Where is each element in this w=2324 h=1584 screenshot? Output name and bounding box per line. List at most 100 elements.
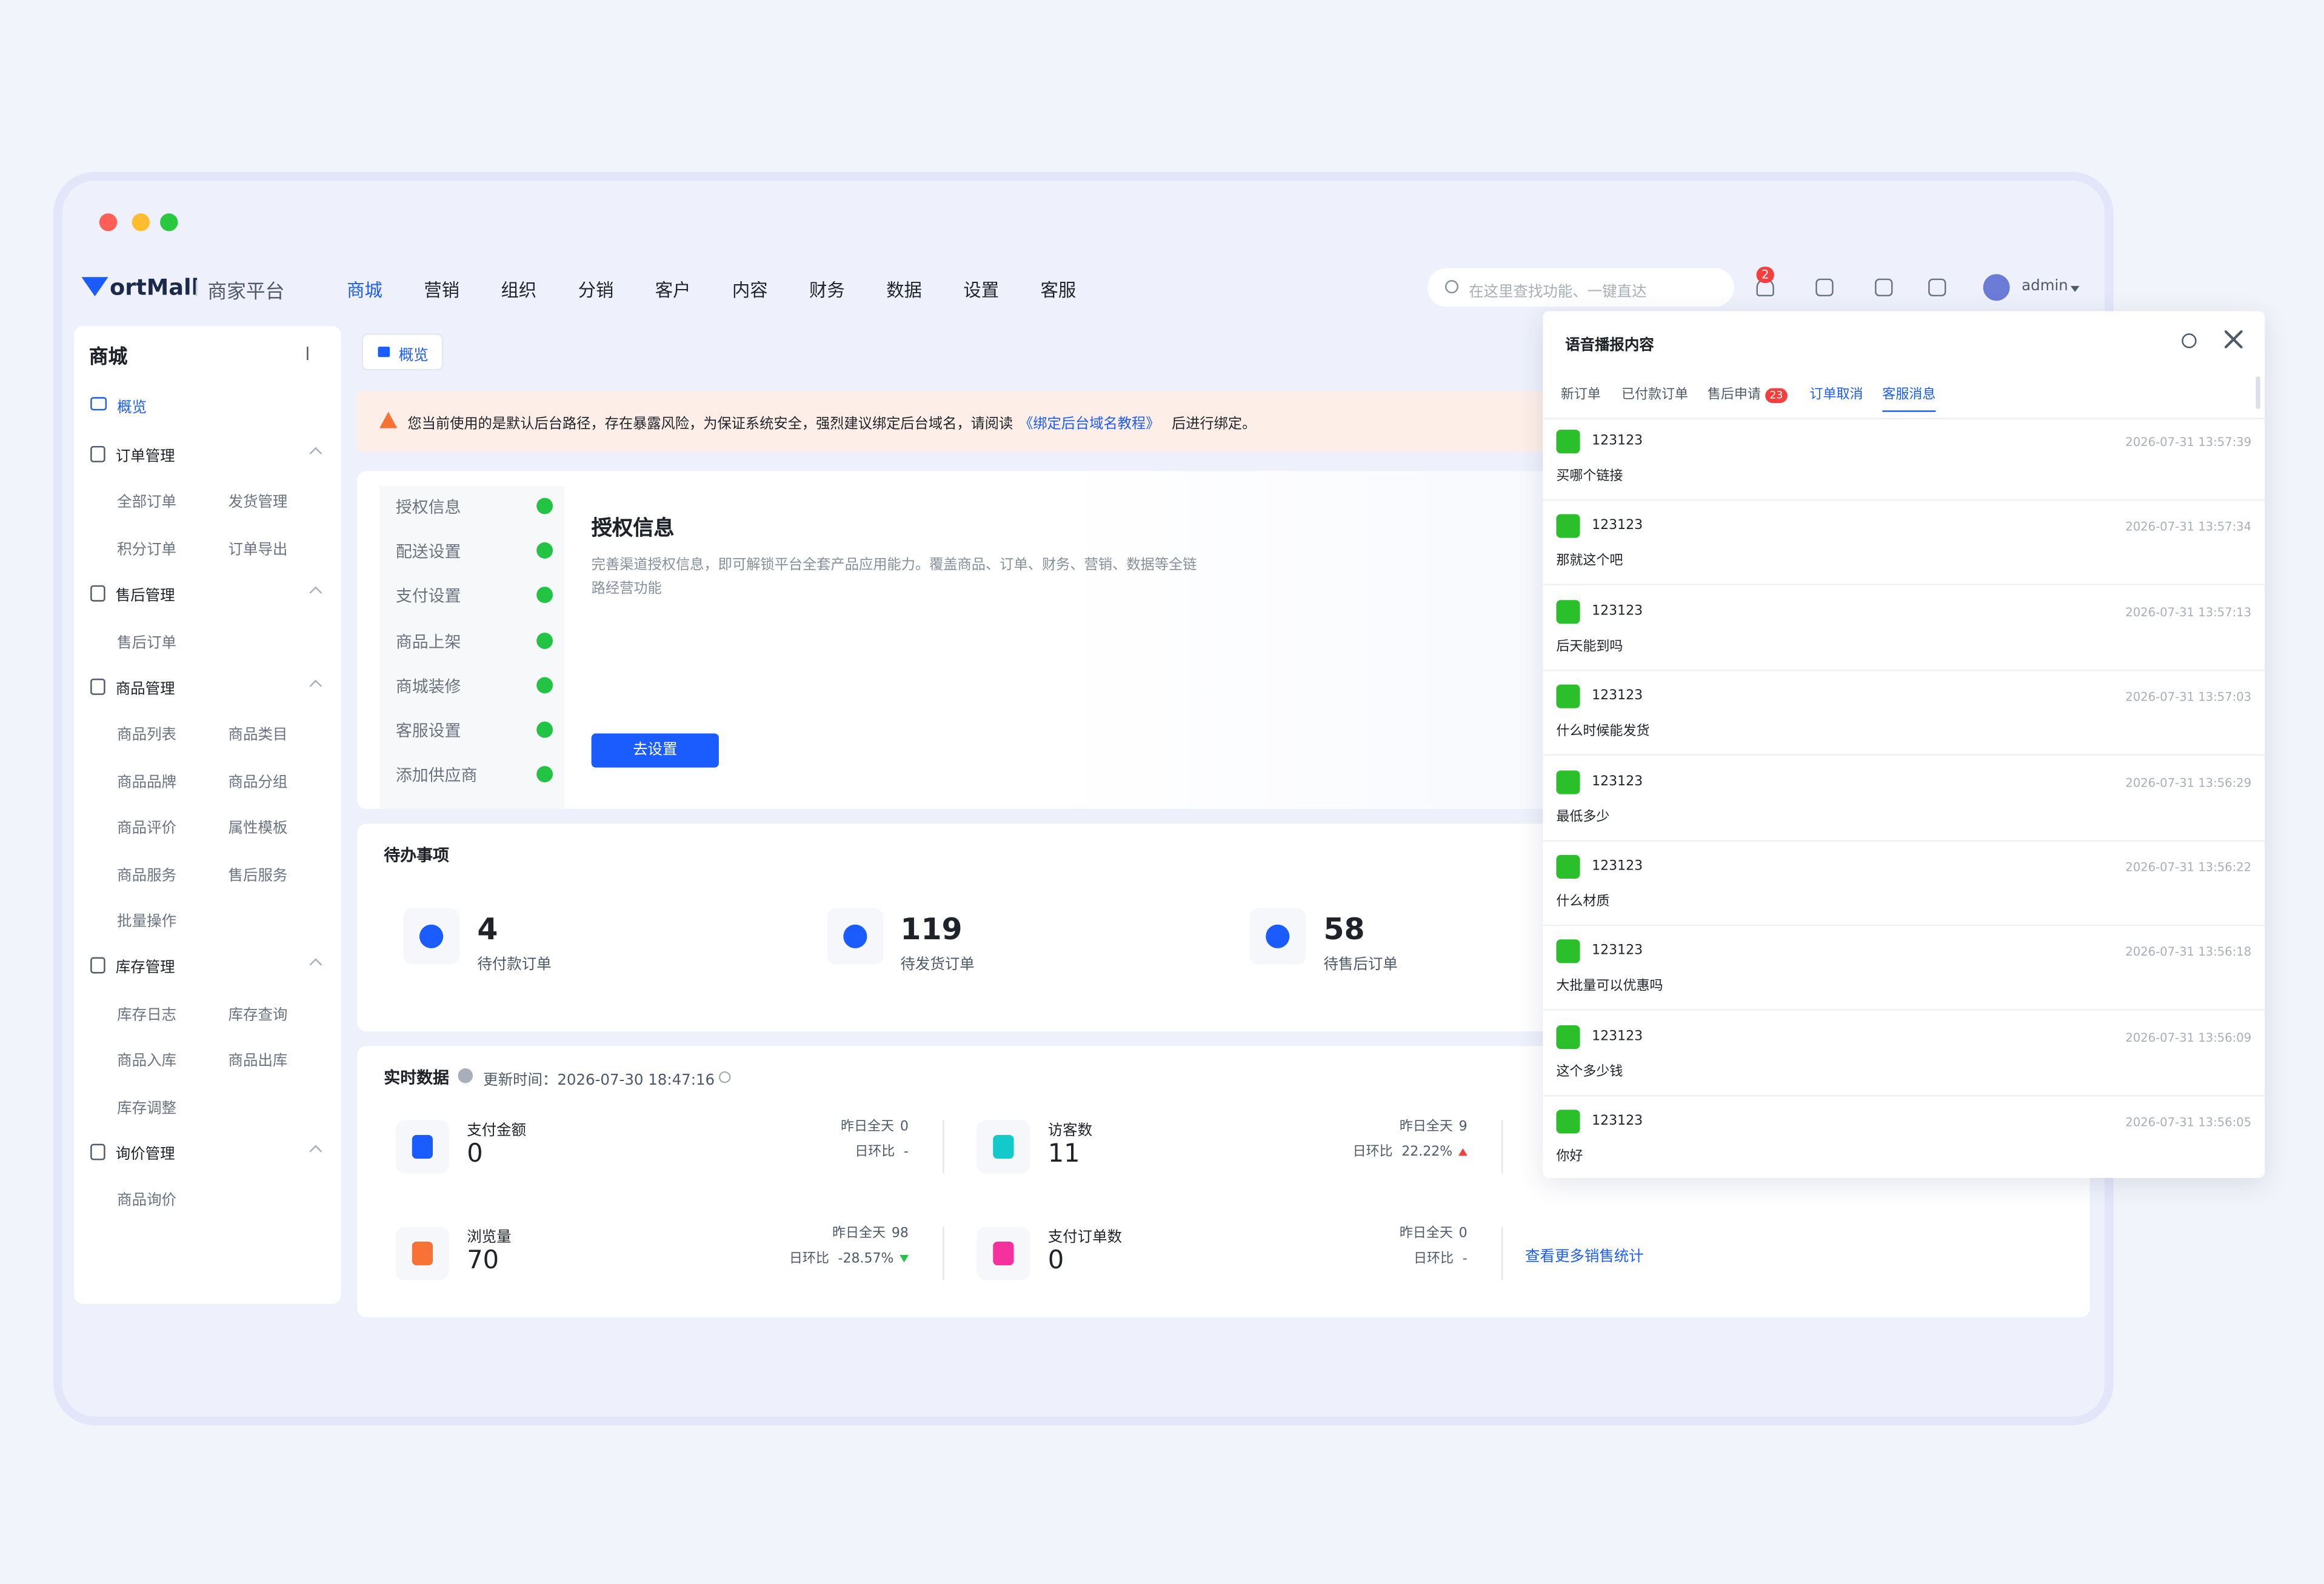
- message-divider: [1543, 1094, 2265, 1096]
- settings-icon[interactable]: [2182, 333, 2197, 348]
- menu-item[interactable]: 商品服务: [117, 867, 176, 884]
- traffic-light[interactable]: [99, 213, 118, 231]
- more-stats-link[interactable]: 查看更多销售统计: [1525, 1249, 1644, 1266]
- search-icon: [1445, 280, 1459, 294]
- group-title[interactable]: 库存管理: [115, 960, 175, 977]
- setup-step[interactable]: 添加供应商: [395, 766, 478, 786]
- panel-tab[interactable]: 订单取消: [1810, 384, 1863, 410]
- group-chevron[interactable]: [309, 587, 322, 599]
- group-title[interactable]: 询价管理: [115, 1146, 175, 1163]
- nav-item[interactable]: 数据: [886, 280, 922, 301]
- alert-link[interactable]: 《绑定后台域名教程》: [1019, 416, 1160, 433]
- setup-step[interactable]: 商品上架: [395, 632, 461, 651]
- message-icon: [1556, 1110, 1580, 1134]
- setup-step[interactable]: 支付设置: [395, 587, 461, 607]
- group-chevron[interactable]: [309, 959, 322, 972]
- refresh-icon[interactable]: [718, 1071, 731, 1083]
- header-icon[interactable]: [1815, 278, 1834, 297]
- group-title[interactable]: 商品管理: [115, 681, 175, 698]
- menu-item[interactable]: 商品出库: [228, 1053, 288, 1070]
- setup-button[interactable]: 去设置: [591, 733, 719, 768]
- traffic-light[interactable]: [160, 213, 178, 231]
- menu-item[interactable]: 商品列表: [117, 728, 176, 745]
- metric-divider: [943, 1120, 944, 1174]
- close-icon[interactable]: [2225, 330, 2243, 348]
- todo-value: 58: [1323, 911, 1365, 947]
- alert-message: 您当前使用的是默认后台路径，存在暴露风险，为保证系统安全，强烈建议绑定后台域名，…: [407, 416, 1013, 433]
- step-check: [536, 721, 553, 738]
- panel-tab[interactable]: 客服消息: [1882, 384, 1936, 412]
- todo-title: 待办事项: [384, 846, 449, 865]
- collapse-icon[interactable]: [307, 347, 321, 361]
- group-title[interactable]: 订单管理: [115, 448, 175, 465]
- metric-icon: [395, 1226, 449, 1280]
- yesterday-value: 0: [900, 1120, 909, 1135]
- todo-label[interactable]: 待售后订单: [1323, 957, 1398, 974]
- menu-item[interactable]: 积分订单: [117, 542, 176, 559]
- nav-item[interactable]: 分销: [578, 280, 614, 301]
- search-box[interactable]: 在这里查找功能、一键直达: [1427, 268, 1734, 307]
- update-label: 更新时间：: [483, 1073, 558, 1090]
- nav-item[interactable]: 财务: [809, 280, 845, 301]
- menu-item[interactable]: 售后服务: [228, 867, 288, 884]
- message-text: 什么时候能发货: [1556, 725, 1650, 740]
- page-tab[interactable]: 概览: [361, 333, 444, 371]
- metric-glyph: [412, 1134, 433, 1159]
- menu-item[interactable]: 商品类目: [228, 728, 288, 745]
- group-title[interactable]: 售后管理: [115, 588, 175, 605]
- todo-label[interactable]: 待付款订单: [477, 957, 552, 974]
- menu-item[interactable]: 库存调整: [117, 1100, 176, 1117]
- setup-step[interactable]: 客服设置: [395, 721, 461, 741]
- yesterday-label: 昨日全天: [1399, 1120, 1453, 1135]
- menu-item[interactable]: 售后订单: [117, 634, 176, 651]
- setup-step[interactable]: 配送设置: [395, 542, 461, 562]
- traffic-light[interactable]: [132, 213, 150, 231]
- menu-item[interactable]: 商品评价: [117, 821, 176, 837]
- menu-item[interactable]: 商品品牌: [117, 774, 176, 791]
- panel-tab-divider: [1543, 418, 2265, 419]
- nav-item[interactable]: 客户: [655, 280, 691, 301]
- avatar[interactable]: [1983, 274, 2010, 301]
- header-icon[interactable]: [1928, 278, 1946, 297]
- panel-tab[interactable]: 售后申请 23: [1708, 384, 1788, 410]
- menu-item[interactable]: 批量操作: [117, 914, 176, 931]
- nav-item[interactable]: 组织: [501, 280, 537, 301]
- menu-item[interactable]: 商品询价: [117, 1193, 176, 1210]
- sidebar-overview[interactable]: 概览: [117, 400, 147, 417]
- panel-tab[interactable]: 新订单: [1561, 384, 1601, 410]
- metric-name: 支付订单数: [1047, 1230, 1122, 1246]
- message-icon: [1556, 770, 1580, 794]
- nav-item[interactable]: 商城: [347, 280, 382, 301]
- menu-item[interactable]: 全部订单: [117, 495, 176, 512]
- todo-label[interactable]: 待发货订单: [900, 957, 975, 974]
- metric-value: 70: [467, 1246, 499, 1276]
- menu-item[interactable]: 库存日志: [117, 1007, 176, 1024]
- todo-glyph: [843, 924, 867, 948]
- group-chevron[interactable]: [309, 447, 322, 460]
- menu-item[interactable]: 库存查询: [228, 1007, 288, 1024]
- setup-step[interactable]: 授权信息: [395, 497, 461, 517]
- nav-item[interactable]: 营销: [424, 280, 460, 301]
- nav-item[interactable]: 内容: [732, 280, 768, 301]
- menu-item[interactable]: 订单导出: [228, 542, 288, 559]
- user-name[interactable]: admin: [2022, 278, 2068, 295]
- group-chevron[interactable]: [309, 1145, 322, 1158]
- message-text: 这个多少钱: [1556, 1065, 1623, 1080]
- menu-item[interactable]: 商品入库: [117, 1053, 176, 1070]
- setup-step[interactable]: 商城装修: [395, 676, 461, 696]
- user-caret: [2070, 285, 2080, 292]
- nav-item[interactable]: 设置: [963, 280, 1000, 301]
- panel-tab-label: 订单取消: [1809, 388, 1863, 404]
- menu-item[interactable]: 发货管理: [228, 495, 288, 512]
- message-icon: [1556, 854, 1580, 879]
- todo-glyph: [419, 924, 444, 948]
- menu-item[interactable]: 商品分组: [228, 774, 288, 791]
- header-icon[interactable]: [1875, 278, 1893, 297]
- menu-item[interactable]: 属性模板: [228, 821, 288, 837]
- panel-tab[interactable]: 已付款订单: [1621, 384, 1688, 410]
- nav-item[interactable]: 客服: [1040, 280, 1077, 301]
- group-chevron[interactable]: [309, 679, 322, 693]
- metric-ratio: 日环比 22.22%: [1353, 1141, 1468, 1160]
- search-placeholder: 在这里查找功能、一键直达: [1469, 284, 1647, 301]
